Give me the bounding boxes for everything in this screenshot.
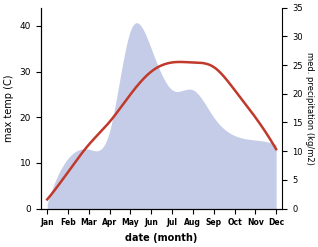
Y-axis label: med. precipitation (kg/m2): med. precipitation (kg/m2) <box>305 52 314 165</box>
X-axis label: date (month): date (month) <box>126 233 198 243</box>
Y-axis label: max temp (C): max temp (C) <box>4 74 14 142</box>
